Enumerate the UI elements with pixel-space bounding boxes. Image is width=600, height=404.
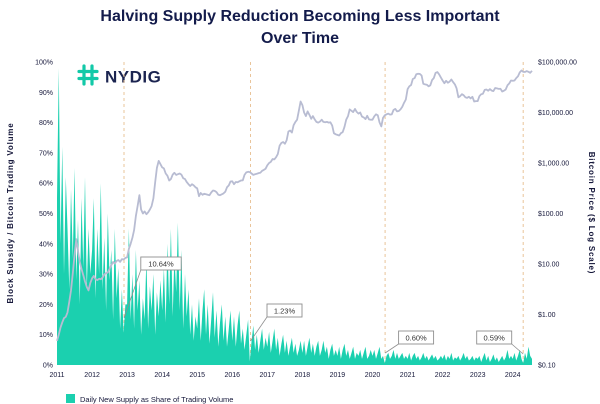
left-axis-tick: 70% — [39, 150, 53, 157]
callout-box — [266, 303, 303, 318]
chart-title-line1: Halving Supply Reduction Becoming Less I… — [100, 8, 500, 25]
x-axis-tick: 2015 — [189, 372, 205, 379]
right-axis-tick: $0.10 — [538, 363, 556, 370]
right-axis-title: Bitcoin Price ($ Log Scale) — [587, 152, 596, 275]
x-axis-tick: 2013 — [119, 372, 135, 379]
callout-box — [398, 330, 435, 345]
right-axis-tick: $100.00 — [538, 211, 563, 218]
nydig-logo-icon — [77, 64, 99, 86]
price-line-series — [56, 69, 533, 342]
right-axis-tick: $10,000.00 — [538, 110, 573, 117]
right-axis-tick: $100,000.00 — [538, 60, 577, 67]
chart-title: Halving Supply Reduction Becoming Less I… — [0, 6, 600, 51]
x-axis-tick: 2022 — [435, 372, 451, 379]
callout-leader-line — [250, 316, 268, 342]
left-axis-tick: 90% — [39, 90, 53, 97]
left-axis-title: Block Subsidy / Bitcoin Trading Volume — [6, 123, 15, 304]
callout-label: 10.64% — [148, 260, 174, 269]
left-axis-tick: 0% — [43, 363, 53, 370]
supply-area-series — [57, 68, 532, 365]
legend-label: Daily New Supply as Share of Trading Vol… — [80, 395, 233, 404]
callout-label: 1.23% — [274, 307, 296, 316]
nydig-logo: NYDIG — [77, 64, 161, 87]
nydig-logo-text: NYDIG — [105, 68, 161, 87]
right-axis-tick: $10.00 — [538, 262, 560, 269]
x-axis-tick: 2024 — [505, 372, 521, 379]
callout-box — [476, 330, 513, 345]
left-axis-tick: 30% — [39, 272, 53, 279]
x-axis-tick: 2019 — [330, 372, 346, 379]
right-axis-tick: $1.00 — [538, 312, 556, 319]
callout-label: 0.60% — [405, 334, 427, 343]
left-axis-tick: 10% — [39, 332, 53, 339]
left-axis-tick: 40% — [39, 241, 53, 248]
x-axis-tick: 2018 — [295, 372, 311, 379]
callout-leader-line — [123, 269, 142, 319]
x-axis-tick: 2021 — [400, 372, 416, 379]
left-axis-tick: 80% — [39, 120, 53, 127]
x-axis-tick: 2011 — [49, 372, 64, 379]
callout-box — [140, 256, 182, 271]
chart-title-line2: Over Time — [261, 30, 339, 48]
x-axis-tick: 2020 — [365, 372, 381, 379]
left-axis-tick: 100% — [35, 60, 53, 67]
left-axis-tick: 20% — [39, 302, 53, 309]
x-axis-tick: 2012 — [84, 372, 100, 379]
left-axis-tick: 50% — [39, 211, 53, 218]
x-axis-tick: 2023 — [470, 372, 486, 379]
callout-leader-line — [384, 343, 399, 354]
x-axis-tick: 2017 — [260, 372, 276, 379]
x-axis-tick: 2014 — [154, 372, 170, 379]
callout-label: 0.59% — [484, 334, 506, 343]
left-axis-tick: 60% — [39, 181, 53, 188]
right-axis-tick: $1,000.00 — [538, 161, 569, 168]
legend-swatch — [66, 394, 75, 403]
x-axis-tick: 2016 — [225, 372, 241, 379]
callout-leader-line — [511, 343, 524, 355]
